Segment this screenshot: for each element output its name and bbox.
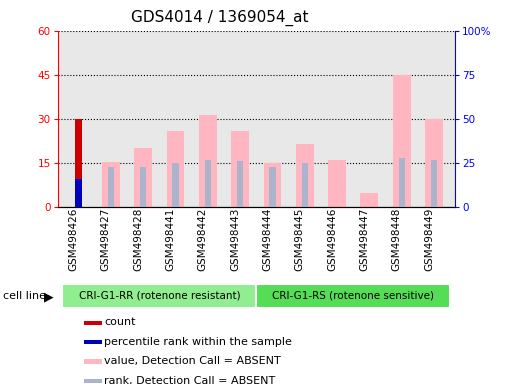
Text: CRI-G1-RS (rotenone sensitive): CRI-G1-RS (rotenone sensitive) — [272, 290, 434, 300]
Text: GSM498426: GSM498426 — [69, 207, 78, 271]
Bar — [256, 283, 450, 308]
Text: GSM498427: GSM498427 — [101, 207, 111, 271]
Text: count: count — [104, 317, 135, 327]
Text: cell line: cell line — [3, 291, 46, 301]
Text: GSM498444: GSM498444 — [263, 207, 272, 271]
Text: CRI-G1-RR (rotenone resistant): CRI-G1-RR (rotenone resistant) — [78, 290, 240, 300]
Text: GDS4014 / 1369054_at: GDS4014 / 1369054_at — [131, 10, 309, 26]
Text: GSM498445: GSM498445 — [295, 207, 305, 271]
Bar — [84, 321, 101, 324]
Bar — [167, 131, 185, 207]
Text: GSM498447: GSM498447 — [359, 207, 369, 271]
Text: GSM498441: GSM498441 — [165, 207, 176, 271]
Text: ▶: ▶ — [44, 290, 54, 303]
Bar — [393, 75, 411, 207]
Bar — [399, 158, 405, 207]
Bar — [425, 119, 443, 207]
Text: value, Detection Call = ABSENT: value, Detection Call = ABSENT — [104, 356, 281, 366]
Text: GSM498446: GSM498446 — [327, 207, 337, 271]
Text: percentile rank within the sample: percentile rank within the sample — [104, 337, 292, 347]
Bar — [328, 160, 346, 207]
Bar — [75, 119, 82, 207]
Bar — [108, 167, 114, 207]
Bar — [360, 193, 378, 207]
Text: GSM498442: GSM498442 — [198, 207, 208, 271]
Bar — [431, 160, 437, 207]
Bar — [204, 160, 211, 207]
Bar — [173, 163, 178, 207]
Bar — [269, 167, 276, 207]
Bar — [84, 340, 101, 344]
Bar — [264, 163, 281, 207]
Bar — [75, 179, 82, 207]
Text: GSM498443: GSM498443 — [230, 207, 240, 271]
Text: rank, Detection Call = ABSENT: rank, Detection Call = ABSENT — [104, 376, 276, 384]
Bar — [62, 283, 256, 308]
Bar — [134, 149, 152, 207]
Bar — [302, 163, 308, 207]
Text: GSM498449: GSM498449 — [424, 207, 434, 271]
Bar — [199, 114, 217, 207]
Bar — [102, 162, 120, 207]
Bar — [84, 379, 101, 383]
Bar — [140, 167, 146, 207]
Text: GSM498428: GSM498428 — [133, 207, 143, 271]
Bar — [296, 144, 314, 207]
Bar — [231, 131, 249, 207]
Bar — [237, 161, 243, 207]
Bar — [84, 359, 101, 364]
Text: GSM498448: GSM498448 — [392, 207, 402, 271]
